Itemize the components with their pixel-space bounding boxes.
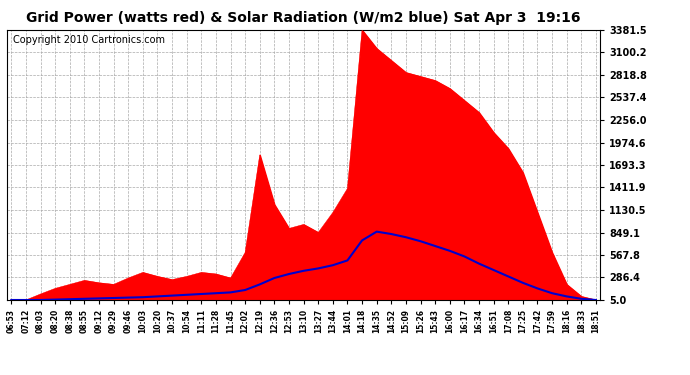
Text: Copyright 2010 Cartronics.com: Copyright 2010 Cartronics.com bbox=[13, 35, 165, 45]
Text: Grid Power (watts red) & Solar Radiation (W/m2 blue) Sat Apr 3  19:16: Grid Power (watts red) & Solar Radiation… bbox=[26, 11, 581, 25]
